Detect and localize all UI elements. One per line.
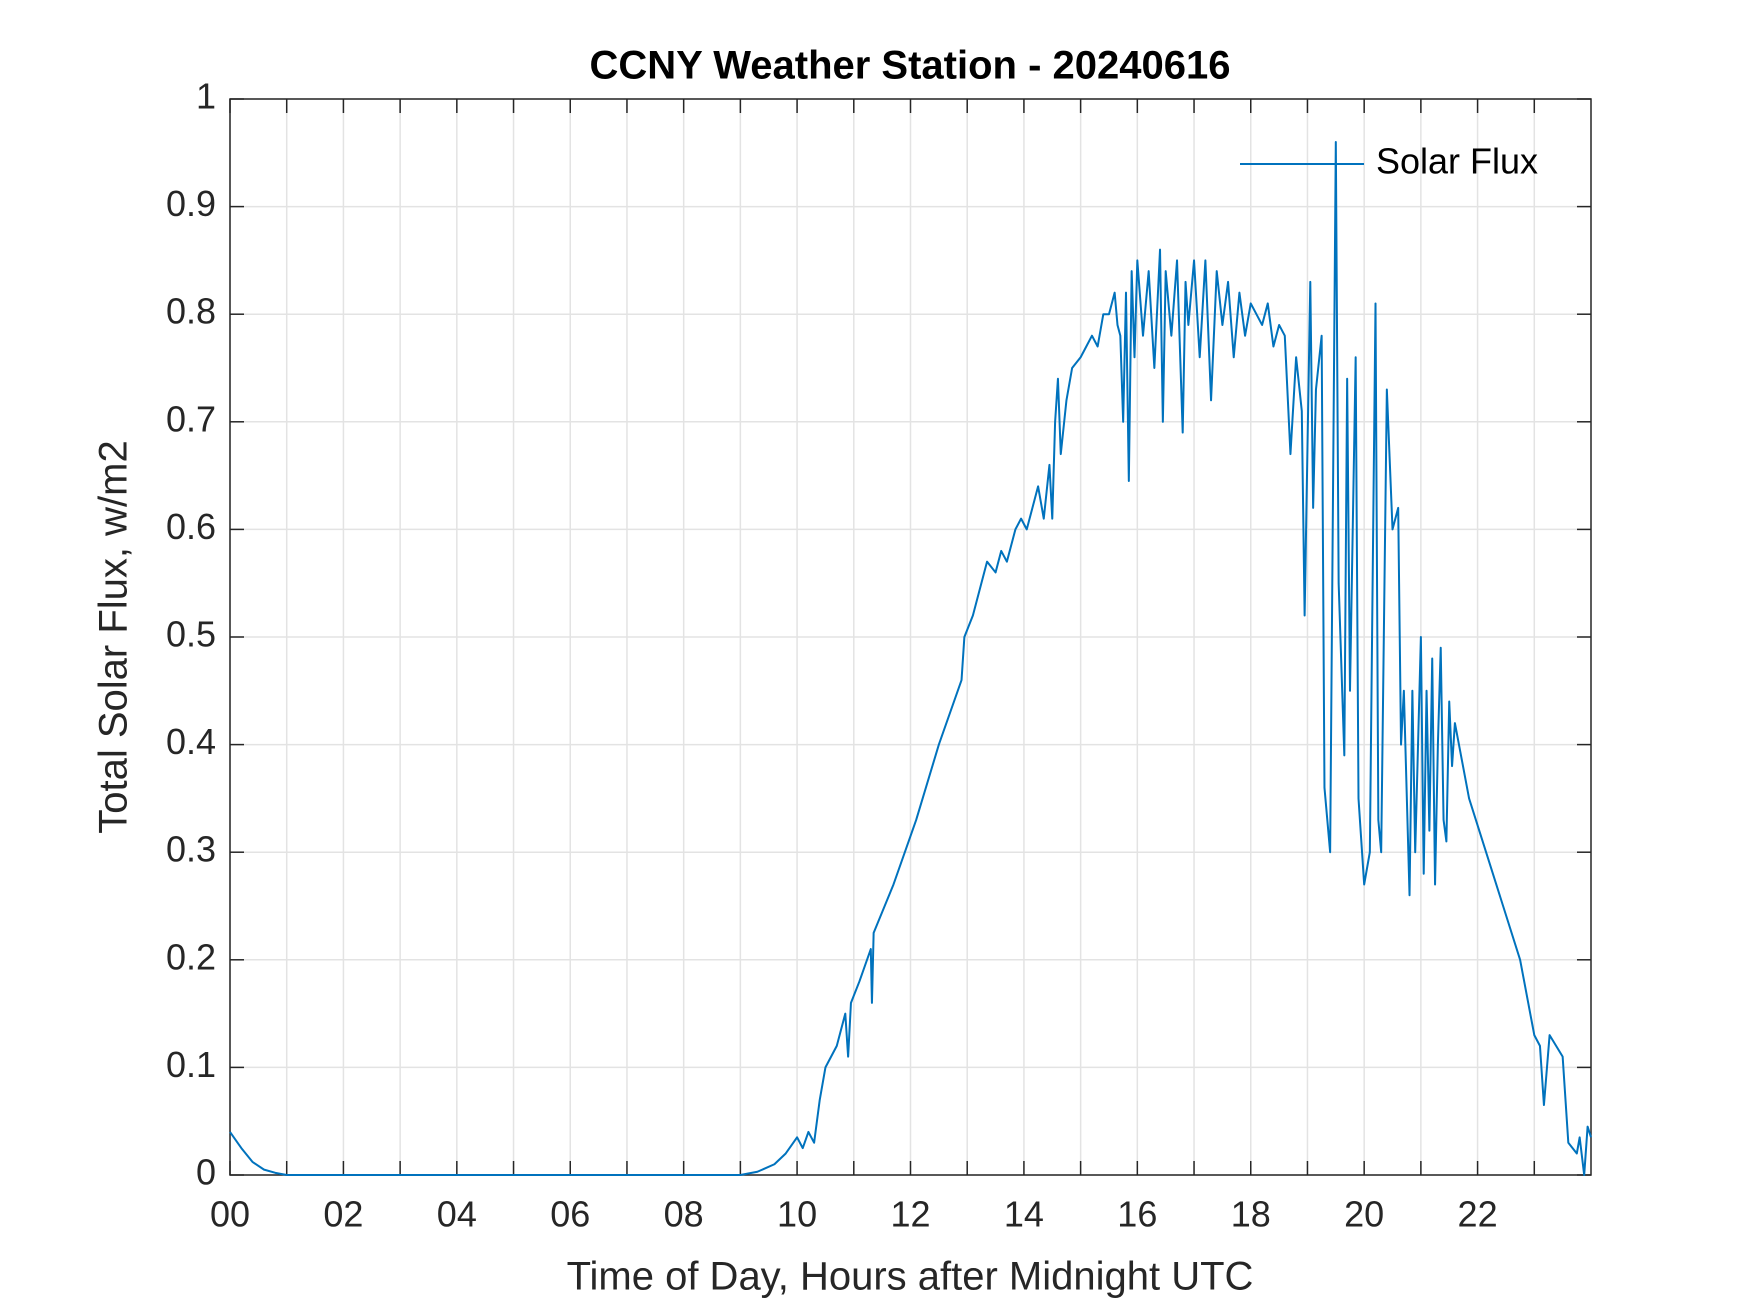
x-tick-label: 00 (210, 1194, 250, 1235)
y-tick-label: 0.2 (166, 936, 216, 977)
data-line (229, 141, 1592, 1176)
y-axis-label: Total Solar Flux, w/m2 (92, 440, 136, 833)
legend-label: Solar Flux (1376, 141, 1538, 182)
y-tick-label: 0.8 (166, 291, 216, 332)
plot-frame (229, 98, 1592, 1176)
y-tick-label: 0.7 (166, 398, 216, 439)
x-tick-label: 06 (550, 1194, 590, 1235)
x-tick-label: 12 (890, 1194, 930, 1235)
x-tick-label: 22 (1458, 1194, 1498, 1235)
y-tick-label: 0.5 (166, 614, 216, 655)
x-tick-label: 14 (1004, 1194, 1044, 1235)
y-tick-label: 0.9 (166, 183, 216, 224)
y-tick-label: 1 (196, 76, 216, 117)
y-tick-label: 0.1 (166, 1044, 216, 1085)
x-tick-label: 02 (323, 1194, 363, 1235)
x-tick-label: 08 (664, 1194, 704, 1235)
y-tick-label: 0.3 (166, 829, 216, 870)
x-tick-label: 18 (1231, 1194, 1271, 1235)
x-tick-label: 10 (777, 1194, 817, 1235)
y-tick-label: 0.6 (166, 506, 216, 547)
x-axis-label: Time of Day, Hours after Midnight UTC (567, 1255, 1254, 1299)
x-tick-label: 20 (1344, 1194, 1384, 1235)
x-tick-label: 16 (1117, 1194, 1157, 1235)
y-tick-label: 0 (196, 1152, 216, 1193)
y-tick-label: 0.4 (166, 721, 216, 762)
x-tick-label: 04 (437, 1194, 477, 1235)
chart-title: CCNY Weather Station - 20240616 (590, 44, 1231, 88)
